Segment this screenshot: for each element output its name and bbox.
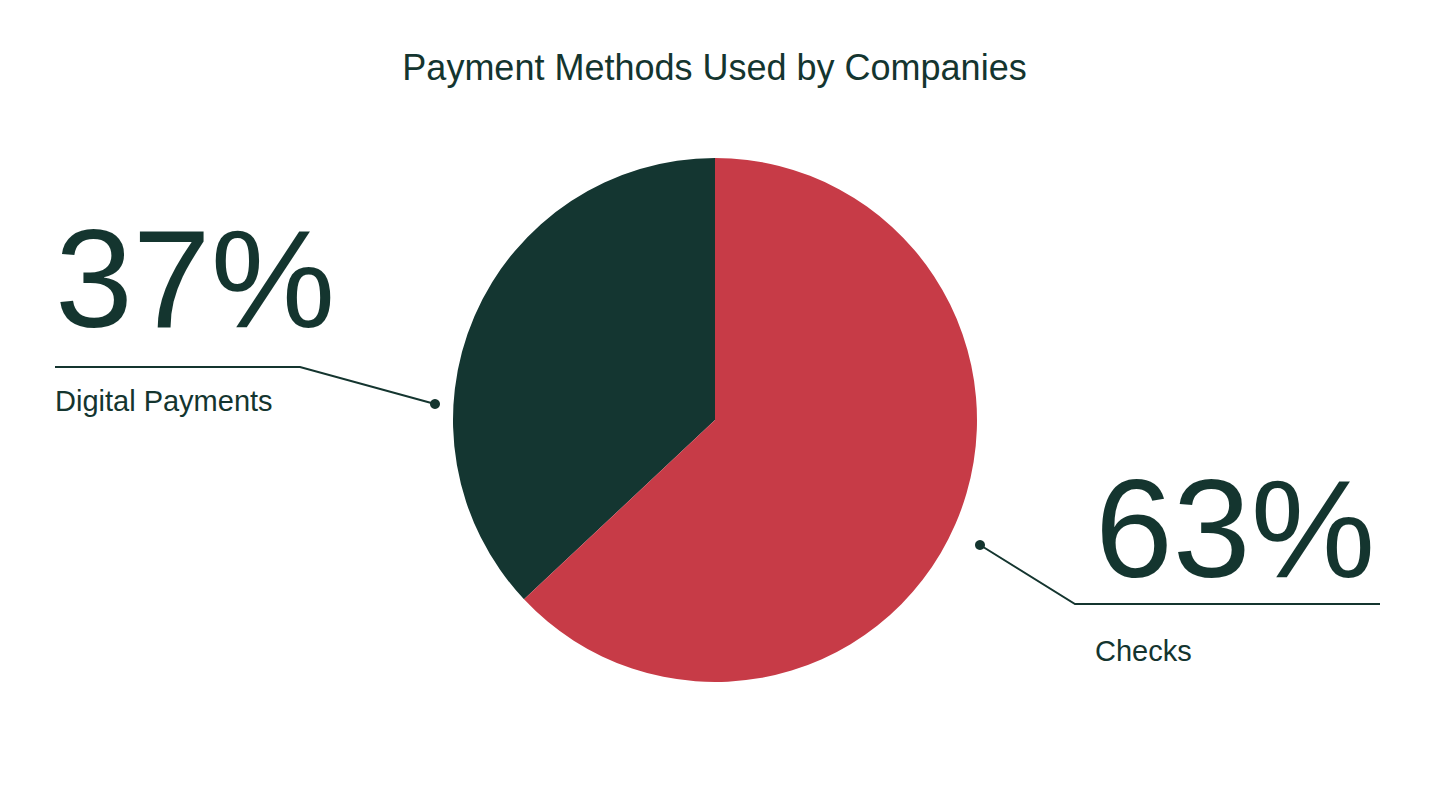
svg-text:Digital Payments: Digital Payments bbox=[55, 385, 273, 417]
svg-text:37%: 37% bbox=[55, 200, 335, 357]
svg-text:Payment Methods Used by Compan: Payment Methods Used by Companies bbox=[402, 47, 1026, 88]
svg-text:63%: 63% bbox=[1095, 450, 1375, 607]
svg-text:Checks: Checks bbox=[1095, 635, 1192, 667]
